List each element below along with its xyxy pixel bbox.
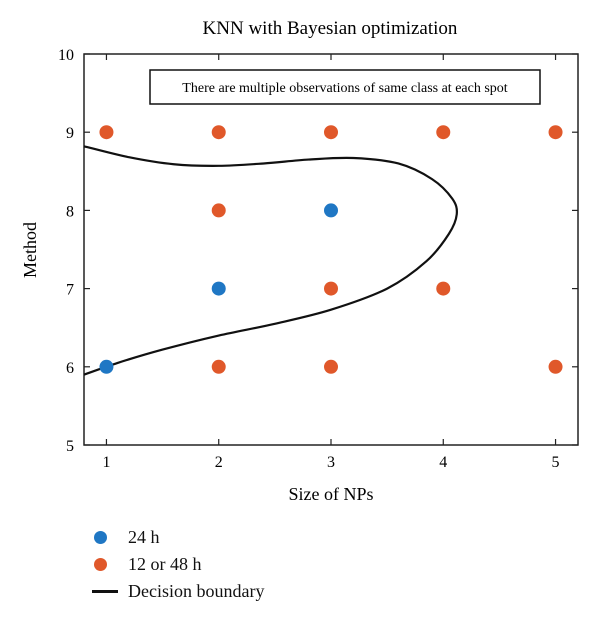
legend-item-24h: 24 h bbox=[92, 524, 264, 551]
x-tick-label: 2 bbox=[215, 454, 223, 471]
legend-label: Decision boundary bbox=[128, 581, 265, 601]
point-12-or-48h bbox=[99, 125, 114, 140]
point-24h bbox=[324, 203, 338, 218]
y-tick-label: 5 bbox=[66, 438, 74, 455]
y-tick-label: 8 bbox=[66, 203, 74, 220]
point-12-or-48h bbox=[211, 125, 226, 140]
legend-item-12-or-48h: 12 or 48 h bbox=[92, 551, 264, 578]
plot-frame bbox=[83, 53, 579, 446]
y-tick-label: 9 bbox=[66, 125, 74, 142]
annotation-box bbox=[149, 69, 541, 105]
y-tick-label: 7 bbox=[66, 282, 74, 299]
legend-item-decision-boundary: Decision boundary bbox=[92, 578, 264, 605]
x-tick-label: 1 bbox=[102, 454, 110, 471]
point-12-or-48h bbox=[324, 125, 338, 140]
y-axis-label: Method bbox=[20, 222, 40, 278]
point-12-or-48h bbox=[211, 359, 226, 374]
point-12-or-48h bbox=[324, 359, 338, 374]
x-axis-label: Size of NPs bbox=[289, 484, 374, 504]
x-tick-label: 5 bbox=[552, 454, 560, 471]
point-12-or-48h bbox=[436, 125, 451, 140]
point-12-or-48h bbox=[548, 359, 563, 374]
legend-label: 24 h bbox=[128, 527, 160, 547]
point-12-or-48h bbox=[324, 281, 338, 296]
y-tick-label: 6 bbox=[66, 360, 74, 377]
annotation-text: There are multiple observations of same … bbox=[182, 81, 507, 96]
y-tick-label: 10 bbox=[58, 47, 74, 64]
decision-boundary-line bbox=[83, 145, 458, 376]
point-12-or-48h bbox=[548, 125, 563, 140]
chart-title: KNN with Bayesian optimization bbox=[203, 18, 458, 39]
legend: 24 h 12 or 48 h Decision boundary bbox=[92, 524, 264, 605]
point-24h bbox=[99, 359, 114, 374]
point-12-or-48h bbox=[211, 203, 226, 218]
x-tick-label: 4 bbox=[439, 454, 447, 471]
orange-dot-icon bbox=[94, 558, 107, 571]
x-tick-label: 3 bbox=[327, 454, 335, 471]
point-24h bbox=[211, 281, 226, 296]
line-icon bbox=[92, 590, 118, 593]
point-12-or-48h bbox=[436, 281, 451, 296]
legend-label: 12 or 48 h bbox=[128, 554, 202, 574]
blue-dot-icon bbox=[94, 531, 107, 544]
